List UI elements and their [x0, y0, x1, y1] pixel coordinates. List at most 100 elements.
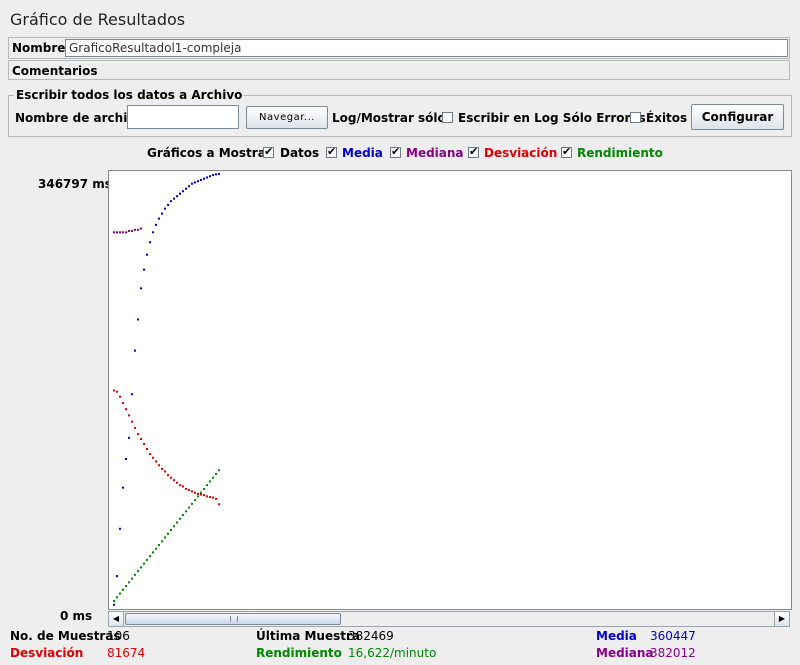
media-point	[113, 603, 115, 606]
samples-value: 106	[107, 629, 130, 643]
rendimiento-point	[152, 551, 154, 554]
rendimiento-point	[143, 562, 145, 565]
media-point	[137, 318, 139, 321]
mean-stat-label: Media	[596, 629, 637, 643]
results-graph	[108, 170, 792, 610]
throughput-stat-value: 16,622/minuto	[348, 646, 437, 660]
media-point	[119, 527, 121, 530]
y-axis-max-label: 346797 ms	[38, 177, 112, 191]
desviación-point	[140, 438, 142, 441]
media-point	[218, 173, 220, 175]
desviación-point	[203, 494, 205, 497]
media-point	[212, 173, 214, 176]
mediana-point	[134, 228, 136, 231]
rendimiento-point	[206, 484, 208, 487]
scroll-left-arrow-icon[interactable]: ◀	[109, 612, 124, 626]
deviation-stat-label: Desviación	[10, 646, 84, 660]
rendimiento-point	[131, 577, 133, 580]
errors-only-checkbox[interactable]	[442, 112, 453, 123]
desviación-point	[155, 460, 157, 463]
media-point	[131, 393, 133, 396]
media-point	[161, 212, 163, 215]
rendimiento-point	[113, 600, 115, 603]
desviación-point	[116, 390, 118, 393]
mediana-point	[140, 227, 142, 230]
desviación-point	[161, 467, 163, 470]
desviación-point	[170, 476, 172, 479]
rendimiento-point	[134, 573, 136, 576]
horizontal-scrollbar[interactable]: ◀ ▶	[108, 611, 790, 627]
media-point	[197, 180, 199, 183]
data-checkbox[interactable]	[263, 145, 274, 158]
desviación-point	[200, 493, 202, 496]
comments-field[interactable]: Comentarios	[8, 60, 790, 80]
rendimiento-point	[173, 525, 175, 528]
deviation-checkbox[interactable]	[468, 145, 479, 158]
desviación-point	[164, 470, 166, 473]
scrollbar-grip-icon	[230, 616, 238, 622]
filename-label: Nombre de archivo	[15, 111, 144, 125]
media-point	[188, 185, 190, 188]
panel-title: Gráfico de Resultados	[10, 10, 186, 29]
desviación-point	[218, 503, 220, 506]
rendimiento-point	[158, 543, 160, 546]
desviación-point	[158, 464, 160, 467]
rendimiento-point	[122, 588, 124, 591]
name-label: Nombre:	[12, 41, 71, 55]
scrollbar-thumb[interactable]	[125, 613, 341, 625]
mean-checkbox[interactable]	[326, 145, 337, 158]
desviación-point	[182, 485, 184, 488]
media-point	[125, 458, 127, 461]
media-point	[152, 231, 154, 234]
rendimiento-point	[191, 502, 193, 505]
file-fieldset-legend: Escribir todos los datos a Archivo	[14, 88, 245, 102]
desviación-point	[146, 448, 148, 451]
mediana-point	[128, 230, 130, 233]
media-point	[215, 173, 217, 176]
scroll-right-arrow-icon[interactable]: ▶	[774, 612, 789, 626]
rendimiento-point	[155, 547, 157, 550]
media-point	[140, 287, 142, 290]
desviación-point	[215, 497, 217, 500]
rendimiento-point	[218, 469, 220, 472]
median-checkbox[interactable]	[390, 145, 401, 158]
rendimiento-point	[149, 555, 151, 558]
desviación-point	[206, 495, 208, 498]
rendimiento-point	[194, 499, 196, 502]
comments-label: Comentarios	[12, 64, 98, 78]
y-axis-min-label: 0 ms	[60, 609, 93, 623]
media-point	[128, 436, 130, 439]
rendimiento-point	[170, 529, 172, 532]
successes-checkbox[interactable]	[630, 112, 641, 123]
name-input[interactable]: GraficoResultadol1-compleja	[65, 39, 788, 57]
desviación-point	[149, 453, 151, 456]
throughput-checkbox[interactable]	[561, 145, 572, 158]
name-row: Nombre: GraficoResultadol1-compleja	[8, 37, 790, 59]
last-sample-value: 382469	[348, 629, 394, 643]
samples-label: No. de Muestras	[10, 629, 121, 643]
desviación-point	[209, 496, 211, 499]
rendimiento-point	[167, 532, 169, 535]
configure-button[interactable]: Configurar	[691, 104, 784, 130]
mean-stat-value: 360447	[650, 629, 696, 643]
desviación-point	[176, 481, 178, 484]
mean-option-label: Media	[342, 146, 383, 160]
rendimiento-point	[116, 596, 118, 599]
rendimiento-point	[140, 566, 142, 569]
filename-input[interactable]	[127, 105, 239, 129]
browse-button[interactable]: Navegar...	[246, 106, 328, 129]
rendimiento-point	[203, 487, 205, 490]
desviación-point	[167, 474, 169, 477]
media-point	[143, 268, 145, 271]
media-point	[170, 200, 172, 203]
desviación-point	[134, 426, 136, 429]
mediana-point	[119, 231, 121, 234]
throughput-stat-label: Rendimiento	[256, 646, 342, 660]
data-option-label: Datos	[280, 146, 320, 160]
rendimiento-point	[215, 472, 217, 475]
rendimiento-point	[128, 581, 130, 584]
successes-label: Éxitos	[646, 111, 688, 125]
desviación-point	[122, 401, 124, 404]
media-point	[203, 177, 205, 180]
deviation-stat-value: 81674	[107, 646, 146, 660]
